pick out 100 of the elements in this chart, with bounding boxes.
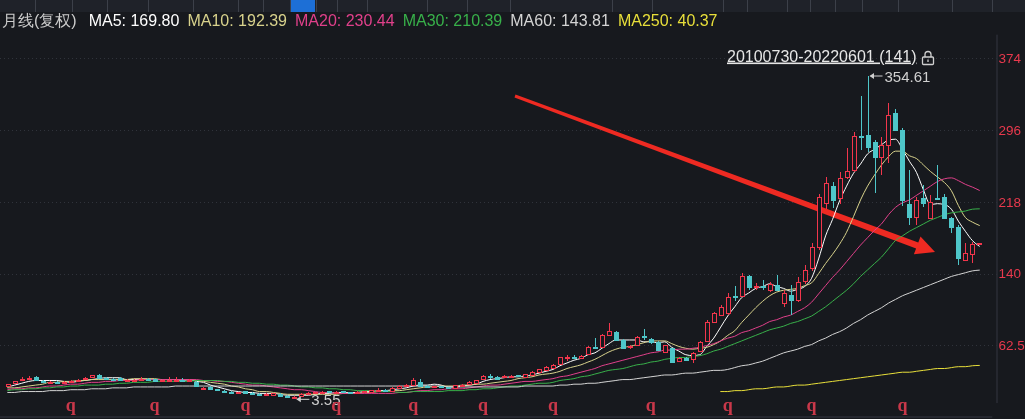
candlestick xyxy=(886,102,891,164)
candlestick xyxy=(782,289,787,308)
candlestick xyxy=(90,374,95,379)
candlestick xyxy=(411,377,416,387)
candlestick xyxy=(859,95,864,151)
candlestick xyxy=(893,108,898,131)
candlestick xyxy=(761,279,766,291)
candlestick xyxy=(236,391,241,394)
candlestick xyxy=(775,274,780,291)
candlestick xyxy=(768,281,773,293)
candlestick xyxy=(48,380,53,384)
candlestick xyxy=(27,375,32,381)
candlestick xyxy=(803,264,808,285)
text: MA5: 169.80 xyxy=(88,12,180,29)
candlestick xyxy=(523,373,528,378)
candlestick xyxy=(125,378,130,382)
candlestick xyxy=(460,383,465,387)
candlestick xyxy=(949,216,954,234)
annotation: q xyxy=(478,394,489,415)
candlestick xyxy=(439,385,444,389)
candlestick xyxy=(55,380,60,384)
candlestick xyxy=(180,377,185,382)
candlestick xyxy=(432,385,437,388)
candlestick xyxy=(104,376,109,381)
candlestick xyxy=(817,193,822,251)
candlestick xyxy=(656,340,661,352)
candlestick xyxy=(13,380,18,385)
candlestick xyxy=(139,376,144,381)
candlestick xyxy=(516,374,521,378)
candlestick xyxy=(719,304,724,316)
candlestick xyxy=(264,392,269,396)
candlestick xyxy=(537,368,542,374)
candlestick xyxy=(271,392,276,397)
candlestick xyxy=(453,384,458,389)
candlestick xyxy=(146,377,151,381)
annotation: q xyxy=(897,394,908,415)
candlestick xyxy=(838,171,843,205)
candlestick xyxy=(831,181,836,209)
y-tick-label: 374 xyxy=(998,50,1022,66)
candlestick xyxy=(404,383,409,388)
candlestick xyxy=(558,356,563,366)
y-tick-label: 218 xyxy=(998,194,1022,210)
candlestick xyxy=(907,169,912,226)
candlestick xyxy=(6,383,11,388)
candlestick xyxy=(544,365,549,372)
candlestick xyxy=(341,390,346,393)
candlestick xyxy=(824,176,829,210)
candlestick xyxy=(334,390,339,394)
candlestick xyxy=(306,391,311,396)
text: MA250: 40.37 xyxy=(617,12,718,29)
candlestick xyxy=(733,285,738,302)
annotation: q xyxy=(722,394,733,415)
candlestick xyxy=(502,374,507,379)
candlestick xyxy=(928,194,933,219)
candlestick xyxy=(670,347,675,363)
candlestick xyxy=(852,131,857,173)
chart-title: 月线(复权) xyxy=(2,12,77,29)
candlestick xyxy=(467,380,472,386)
candlestick xyxy=(299,392,304,397)
candlestick xyxy=(34,375,39,381)
annotation: q xyxy=(65,394,76,415)
candlestick xyxy=(935,164,940,200)
candlestick xyxy=(83,376,88,381)
candlestick xyxy=(530,370,535,376)
candlestick xyxy=(726,292,731,316)
candlestick xyxy=(292,395,297,400)
y-tick-label: 62.5 xyxy=(998,337,1025,353)
candlestick xyxy=(551,363,556,370)
candlestick xyxy=(712,311,717,323)
candlestick xyxy=(879,136,884,176)
candlestick xyxy=(313,391,318,395)
candlestick xyxy=(481,374,486,381)
candlestick xyxy=(565,354,570,362)
candlestick xyxy=(369,389,374,393)
candlestick xyxy=(174,376,179,382)
candlestick xyxy=(579,354,584,360)
candlestick xyxy=(691,351,696,364)
candlestick xyxy=(572,354,577,360)
y-tick-label: 140 xyxy=(998,266,1022,282)
candlestick xyxy=(649,337,654,345)
candlestick xyxy=(187,378,192,382)
candlestick xyxy=(355,390,360,394)
candlestick xyxy=(362,390,367,393)
candlestick xyxy=(215,388,220,392)
candlestick xyxy=(397,384,402,390)
candlestick xyxy=(663,344,668,353)
candlestick xyxy=(390,386,395,392)
candlestick xyxy=(320,390,325,394)
candlestick xyxy=(914,196,919,226)
line-series xyxy=(7,269,980,393)
candlestick xyxy=(446,386,451,390)
candlestick xyxy=(796,276,801,303)
candlestick xyxy=(250,391,255,395)
candlestick xyxy=(418,378,423,387)
candlestick xyxy=(201,386,206,391)
candlestick xyxy=(789,284,794,316)
candlestick xyxy=(810,242,815,272)
candlestick xyxy=(62,380,67,385)
annotation: 354.61 xyxy=(884,67,931,85)
candlestick xyxy=(614,330,619,341)
